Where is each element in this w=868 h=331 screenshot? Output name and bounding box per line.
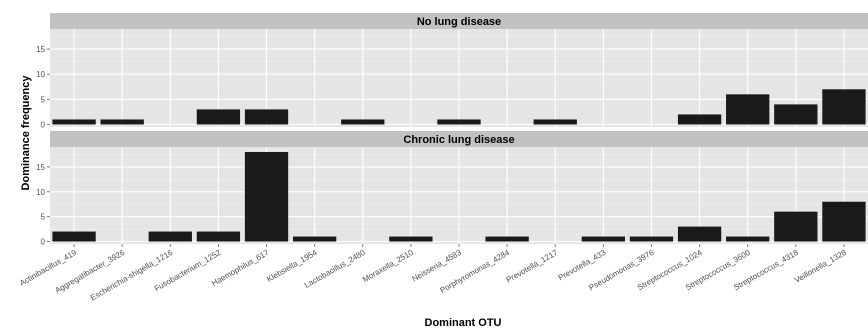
bar — [629, 236, 674, 242]
x-axis-title: Dominant OTU — [425, 317, 502, 329]
bar — [677, 114, 722, 125]
bar — [196, 231, 241, 242]
facet-title: Chronic lung disease — [403, 134, 514, 146]
x-tick-label: Veillonella_1328 — [793, 248, 848, 285]
bar — [726, 236, 770, 242]
bar — [244, 109, 289, 125]
facet-title: No lung disease — [417, 16, 501, 28]
bar — [774, 104, 818, 125]
y-tick-label: 0 — [41, 238, 46, 247]
bar — [485, 236, 529, 242]
facet-panel: No lung disease 0 5 10 15 — [36, 13, 868, 129]
bar — [774, 211, 818, 242]
facet-strip — [50, 131, 868, 147]
x-tick-label: Escherichia-shigella_1216 — [89, 248, 175, 303]
facet-panel: Chronic lung disease 0 5 10 15 — [36, 131, 868, 247]
y-tick-label: 15 — [36, 45, 45, 54]
bar — [52, 119, 96, 125]
bar — [244, 151, 289, 242]
bar — [533, 119, 577, 125]
bar — [341, 119, 385, 125]
bar — [52, 231, 96, 242]
bar — [822, 201, 866, 242]
x-tick-label: Prevotella_1217 — [505, 248, 560, 285]
y-tick-label: 5 — [41, 213, 46, 222]
bar — [148, 231, 192, 242]
y-tick-label: 15 — [36, 163, 45, 172]
x-tick-label: Moraxella_2510 — [361, 248, 415, 285]
y-tick-label: 10 — [36, 70, 45, 79]
bar — [292, 236, 337, 242]
bar — [437, 119, 481, 125]
bar — [581, 236, 626, 242]
bar — [726, 94, 770, 125]
x-tick-labels: Actinibacillus_419Aggregatibacter_3926Es… — [18, 244, 848, 302]
bar — [389, 236, 433, 242]
y-tick-label: 0 — [41, 120, 46, 129]
y-axis-title: Dominance frequency — [20, 75, 32, 191]
y-tick-label: 5 — [41, 95, 46, 104]
facet-strip — [50, 13, 868, 29]
y-tick-label: 10 — [36, 188, 45, 197]
bar — [677, 226, 722, 242]
bar — [196, 109, 241, 125]
bar — [822, 89, 866, 125]
bar — [100, 119, 144, 125]
